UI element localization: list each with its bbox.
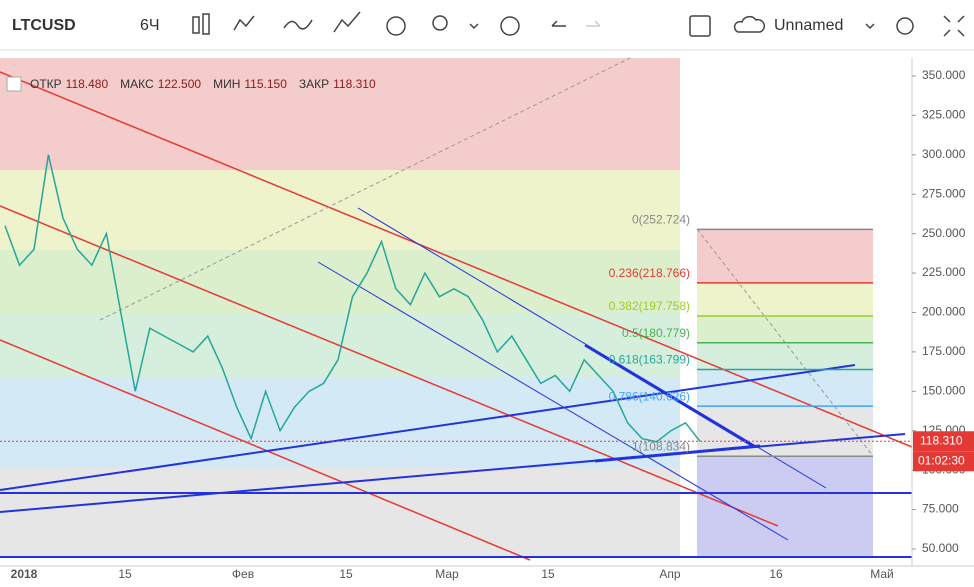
x-tick-label: Май	[870, 567, 894, 581]
legend-value: 115.150	[244, 77, 287, 91]
legend-value: 118.480	[66, 77, 109, 91]
layout-name[interactable]: Unnamed	[774, 17, 843, 34]
x-tick-label: 15	[339, 567, 353, 581]
fib-label: 1(108.834)	[632, 439, 690, 453]
zones	[0, 58, 873, 556]
plot	[0, 154, 912, 457]
fib-label: 0(252.724)	[632, 213, 690, 227]
x-tick-label: 16	[769, 567, 783, 581]
legend-key: МАКС	[120, 77, 154, 91]
y-tick-label: 175.000	[922, 344, 966, 358]
legend-toggle[interactable]	[6, 76, 22, 92]
price-tag	[913, 431, 974, 452]
y-tick-label: 300.000	[922, 147, 966, 161]
countdown-tag	[913, 451, 974, 472]
y-tick-label: 350.000	[922, 68, 966, 82]
toolbar	[0, 0, 974, 50]
legend-value: 122.500	[158, 77, 202, 91]
x-tick-label: 15	[118, 567, 132, 581]
y-tick-label: 50.000	[922, 541, 959, 555]
drawings	[0, 57, 913, 561]
toolbar-icons[interactable]	[192, 11, 965, 37]
countdown-label: 01:02:30	[918, 453, 965, 467]
legend-key: МИН	[213, 77, 240, 91]
x-tick-label: 2018	[11, 567, 38, 581]
symbol[interactable]: LTCUSD	[12, 17, 76, 34]
x-tick-label: Фев	[232, 567, 254, 581]
price-tag-label: 118.310	[920, 433, 963, 447]
x-tick-label: 15	[541, 567, 555, 581]
interval[interactable]: 6Ч	[140, 17, 160, 34]
y-tick-label: 200.000	[922, 305, 966, 319]
y-tick-label: 150.000	[922, 383, 966, 397]
y-tick-label: 275.000	[922, 186, 966, 200]
fib-label: 0.5(180.779)	[622, 326, 690, 340]
y-tick-label: 75.000	[922, 502, 959, 516]
legend-key: ЗАКР	[299, 77, 329, 91]
fib-label: 0.786(140.626)	[609, 389, 690, 403]
legend-value: 118.310	[333, 77, 376, 91]
x-tick-label: Мар	[435, 567, 459, 581]
legend-key: ОТКР	[30, 77, 62, 91]
y-tick-label: 325.000	[922, 108, 966, 122]
y-tick-label: 225.000	[922, 265, 966, 279]
fib-label: 0.236(218.766)	[609, 266, 690, 280]
ohlc-legend: ОТКР 118.480 МАКС 122.500 МИН 115.150 ЗАКР 118.…	[30, 77, 376, 91]
fib-label: 0.618(163.799)	[609, 353, 690, 367]
x-tick-label: Апр	[659, 567, 681, 581]
fib-label: 0.382(197.758)	[609, 299, 690, 313]
price-line	[4, 154, 701, 443]
y-tick-label: 250.000	[922, 226, 966, 240]
